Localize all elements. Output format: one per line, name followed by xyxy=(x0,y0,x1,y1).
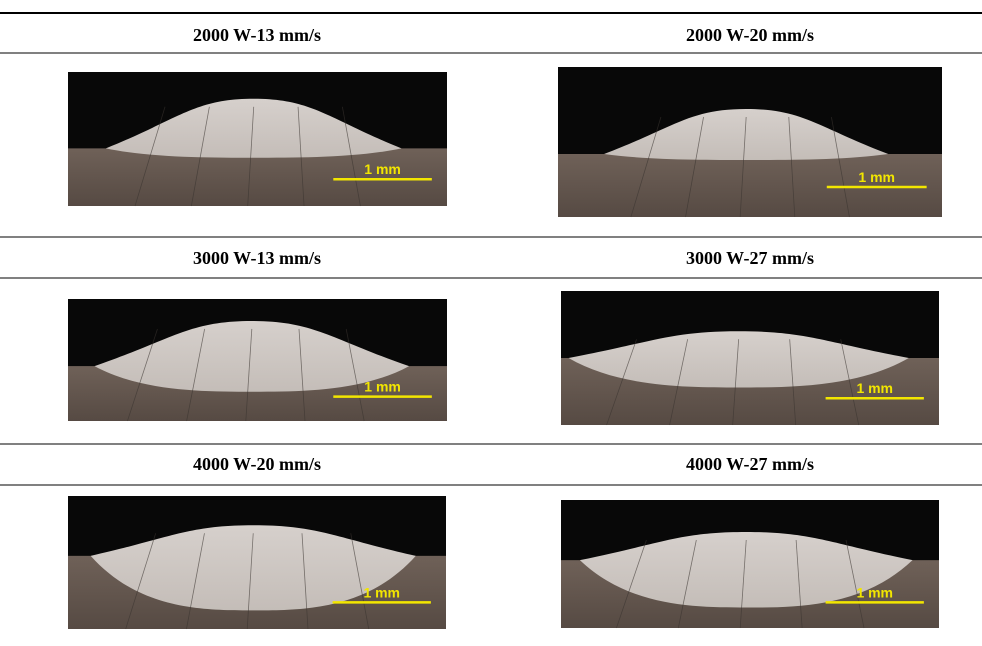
scale-bar-label: 1 mm xyxy=(858,169,895,185)
cell-header: 3000 W-27 mm/s xyxy=(686,248,814,268)
scale-bar-label: 1 mm xyxy=(364,161,401,177)
micrograph: 1 mm xyxy=(68,72,447,206)
cell-header: 2000 W-13 mm/s xyxy=(193,25,321,45)
cell-header: 4000 W-27 mm/s xyxy=(686,454,814,474)
micrograph: 1 mm xyxy=(68,496,446,629)
micrograph: 1 mm xyxy=(68,299,447,421)
scale-bar-label: 1 mm xyxy=(856,584,893,600)
substrate xyxy=(558,154,942,217)
micrograph: 1 mm xyxy=(561,291,939,425)
micrograph: 1 mm xyxy=(561,500,939,628)
page: {"table": {"rows": [ {"cells": [{"label"… xyxy=(0,0,982,646)
table: 2000 W-13 mm/s 1 mm 2000 W-20 mm/s 1 mm 3000… xyxy=(0,0,982,646)
cell-header: 4000 W-20 mm/s xyxy=(193,454,321,474)
scale-bar-label: 1 mm xyxy=(856,380,893,396)
cell-header: 2000 W-20 mm/s xyxy=(686,25,814,45)
scale-bar-label: 1 mm xyxy=(364,379,401,395)
scale-bar-label: 1 mm xyxy=(363,584,400,600)
micrograph: 1 mm xyxy=(558,67,942,217)
cell-header: 3000 W-13 mm/s xyxy=(193,248,321,268)
